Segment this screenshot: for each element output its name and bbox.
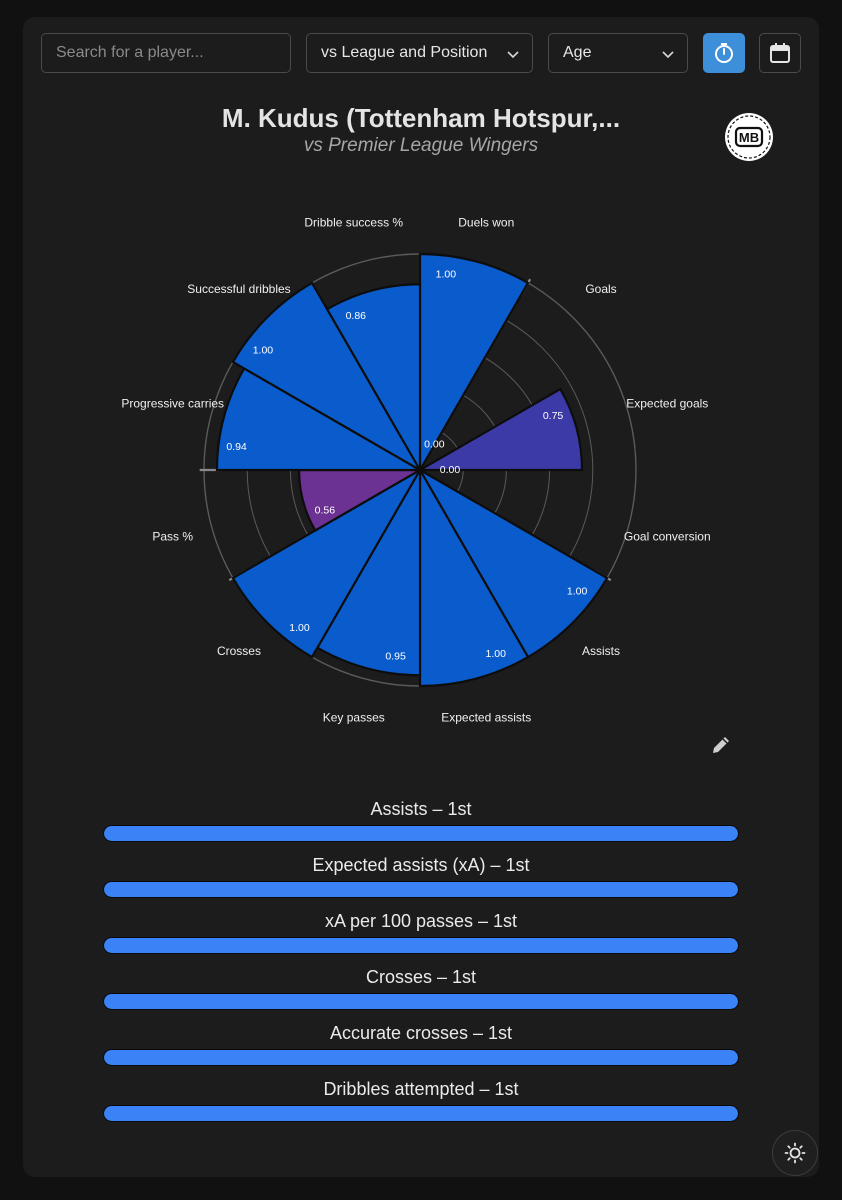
rankings-list: Assists – 1st Expected assists (xA) – 1st… xyxy=(103,797,739,1133)
pizza-slice xyxy=(418,465,530,688)
ranking-bar-fill xyxy=(104,1106,738,1121)
ranking-row: Accurate crosses – 1st xyxy=(103,1021,739,1077)
ranking-bar xyxy=(103,1105,739,1122)
stopwatch-icon xyxy=(715,43,733,63)
pizza-slice xyxy=(315,465,422,677)
value-label: 0.75 xyxy=(543,410,564,422)
value-label: 0.95 xyxy=(385,651,406,663)
ranking-row: Expected assists (xA) – 1st xyxy=(103,853,739,909)
ranking-label: Expected assists (xA) – 1st xyxy=(312,855,530,875)
ranking-bar-fill xyxy=(104,938,738,953)
category-label: Pass % xyxy=(152,529,193,543)
category-label: Dribble success % xyxy=(304,216,403,230)
timer-button[interactable] xyxy=(703,33,745,73)
ranking-bar-fill xyxy=(104,1050,738,1065)
ranking-bar xyxy=(103,1049,739,1066)
page-subtitle: vs Premier League Wingers xyxy=(303,135,539,156)
comparison-select[interactable]: vs League and Position xyxy=(306,33,533,73)
ranking-bar xyxy=(103,993,739,1010)
ranking-bar xyxy=(103,881,739,898)
ranking-row: xA per 100 passes – 1st xyxy=(103,909,739,965)
age-select-value: Age xyxy=(563,44,592,61)
value-label: 1.00 xyxy=(567,586,588,598)
pizza-slice xyxy=(231,281,424,474)
category-label: Expected assists xyxy=(441,710,531,724)
ranking-row: Crosses – 1st xyxy=(103,965,739,1021)
chevron-down-icon xyxy=(662,51,674,59)
value-label: 0.86 xyxy=(346,310,367,322)
ranking-label: Accurate crosses – 1st xyxy=(329,1023,513,1043)
category-label: Goals xyxy=(585,282,616,296)
calendar-icon xyxy=(770,43,790,63)
category-label: Goal conversion xyxy=(624,529,711,543)
pizza-slice xyxy=(231,466,424,659)
ranking-bar xyxy=(103,937,739,954)
page-title: M. Kudus (Tottenham Hotspur,... xyxy=(221,103,621,133)
age-select[interactable]: Age xyxy=(548,33,688,73)
pizza-slice xyxy=(215,366,425,472)
sun-icon xyxy=(784,1142,806,1164)
category-label: Progressive carries xyxy=(121,397,224,411)
chevron-down-icon xyxy=(507,51,519,59)
ranking-label: Assists – 1st xyxy=(370,799,472,819)
pizza-chart: Duels won 1.00 Goals 0.00 Expected goals 0.75… xyxy=(121,216,711,725)
value-label: 0.00 xyxy=(440,464,461,476)
theme-toggle-button[interactable] xyxy=(772,1130,818,1176)
pizza-slice xyxy=(325,283,422,475)
ranking-bar xyxy=(103,825,739,842)
value-label: 1.00 xyxy=(486,648,507,660)
ranking-bar-fill xyxy=(104,826,738,841)
value-label: 0.94 xyxy=(226,441,247,453)
pizza-slice xyxy=(415,387,584,472)
ranking-label: Dribbles attempted – 1st xyxy=(323,1079,519,1099)
category-label: Expected goals xyxy=(626,397,708,411)
category-label: Crosses xyxy=(217,644,261,658)
value-label: 1.00 xyxy=(289,622,310,634)
pencil-icon[interactable] xyxy=(710,734,732,756)
logo-text: MB xyxy=(739,130,759,145)
pizza-slice xyxy=(418,252,530,475)
category-label: Duels won xyxy=(458,216,514,230)
value-label: 1.00 xyxy=(436,269,457,281)
site-logo: MB xyxy=(725,113,773,161)
ranking-row: Dribbles attempted – 1st xyxy=(103,1077,739,1133)
category-label: Successful dribbles xyxy=(187,282,290,296)
ranking-bar-fill xyxy=(104,882,738,897)
ranking-label: Crosses – 1st xyxy=(365,967,477,987)
pizza-slice xyxy=(416,466,609,659)
ranking-bar-fill xyxy=(104,994,738,1009)
category-label: Assists xyxy=(582,644,620,658)
value-label: 0.00 xyxy=(424,439,445,451)
value-label: 0.56 xyxy=(315,504,336,516)
value-label: 1.00 xyxy=(253,344,274,356)
ranking-label: xA per 100 passes – 1st xyxy=(324,911,518,931)
ranking-row: Assists – 1st xyxy=(103,797,739,853)
player-card: vs League and Position Age M. Kudus (Tot… xyxy=(23,17,819,1177)
player-search-input[interactable] xyxy=(41,33,291,73)
category-label: Key passes xyxy=(323,710,385,724)
calendar-button[interactable] xyxy=(759,33,801,73)
comparison-select-value: vs League and Position xyxy=(321,44,488,61)
